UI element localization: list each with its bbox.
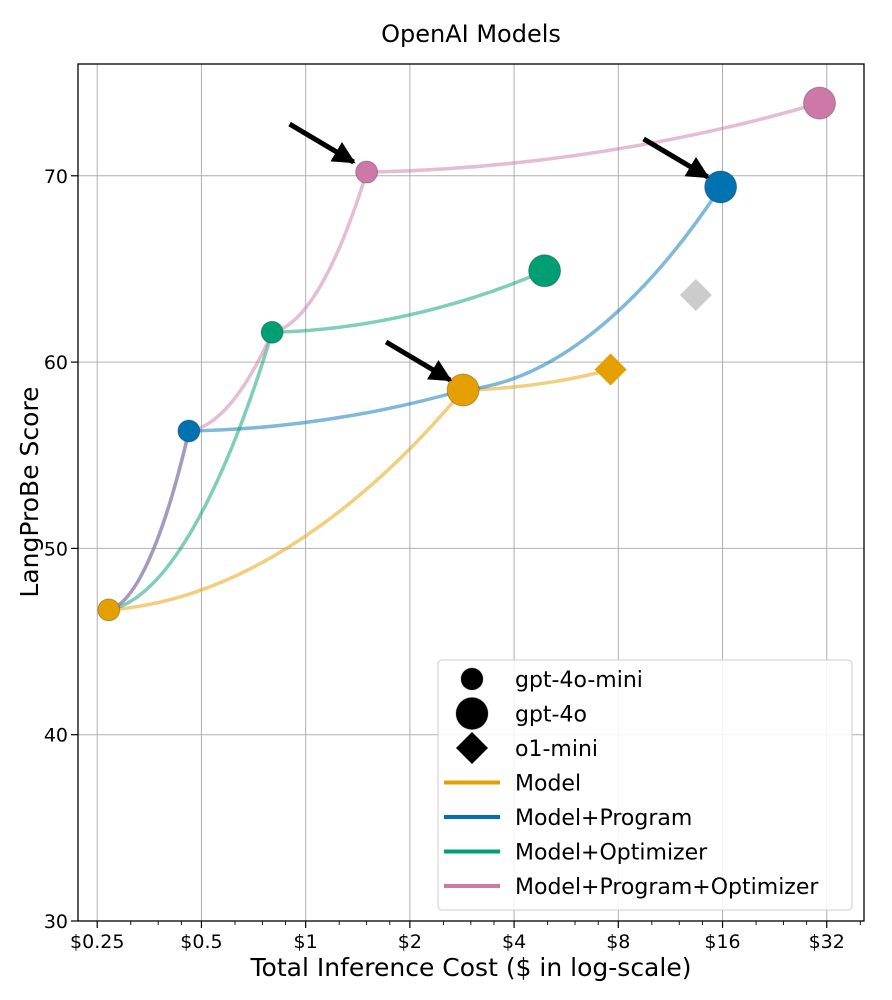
y-tick-label: 70: [44, 166, 68, 188]
legend-label: Model+Optimizer: [515, 841, 708, 866]
series-curve: [107, 185, 723, 612]
legend-marker-circle: [455, 697, 489, 730]
data-markers: [97, 86, 837, 622]
legend-marker-circle: [460, 667, 484, 691]
annotation-arrow: [288, 121, 356, 165]
legend-label: gpt-4o-mini: [515, 668, 643, 693]
marker-prog-opt-mini: [355, 160, 379, 184]
chart-title: OpenAI Models: [381, 20, 561, 48]
x-tick-label: $0.25: [70, 931, 124, 953]
series-curve: [107, 367, 613, 612]
y-axis-title: LangProBe Score: [15, 386, 44, 597]
y-tick-label: 30: [44, 911, 68, 933]
marker-program-4o: [704, 170, 738, 204]
annotation-arrows: [288, 121, 710, 383]
axis-ticks: $0.25 $0.5 $1 $2 $4 $8 $16 $32 30 40 50 60 70: [44, 166, 861, 953]
series-curve: [107, 269, 547, 612]
y-tick-label: 60: [44, 352, 68, 374]
legend-label: gpt-4o: [515, 703, 587, 728]
marker-base-o1: [594, 353, 627, 386]
marker-base-mini: [97, 598, 121, 622]
marker-prog-opt-4o: [803, 86, 837, 120]
legend-label: Model+Program: [515, 806, 692, 831]
x-tick-label: $8: [606, 931, 630, 953]
y-tick-label: 50: [44, 538, 68, 560]
x-tick-label: $4: [502, 931, 526, 953]
legend-label: Model+Program+Optimizer: [515, 875, 819, 900]
x-tick-label: $32: [809, 931, 845, 953]
legend: gpt-4o-mini gpt-4o o1-mini Model Model+Progr…: [437, 659, 853, 911]
annotation-arrow: [642, 136, 710, 180]
marker-optimizer-4o: [528, 254, 562, 288]
marker-base-4o: [446, 373, 480, 407]
marker-program-mini: [177, 419, 201, 443]
marker-optimizer-mini: [260, 320, 284, 344]
x-tick-label: $0.5: [180, 931, 222, 953]
legend-label: o1-mini: [515, 737, 598, 762]
series-curve: [107, 101, 822, 612]
y-tick-label: 40: [44, 725, 68, 747]
x-tick-label: $1: [294, 931, 318, 953]
legend-box: [437, 659, 853, 911]
annotation-arrow: [384, 339, 453, 383]
x-tick-label: $16: [704, 931, 740, 953]
legend-label: Model: [515, 772, 581, 797]
legend-marker-diamond: [456, 732, 488, 764]
x-tick-label: $2: [398, 931, 422, 953]
x-axis-title: Total Inference Cost ($ in log-scale): [250, 953, 692, 982]
marker-program-o1: [679, 279, 712, 312]
